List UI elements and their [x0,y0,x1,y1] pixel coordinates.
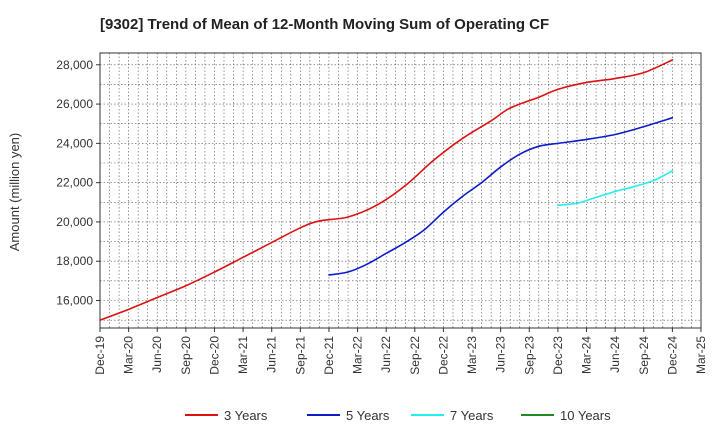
x-tick-label: Mar-23 [465,336,479,374]
x-tick-label: Mar-21 [236,336,250,374]
grid-lines [100,53,701,328]
chart-title: [9302] Trend of Mean of 12-Month Moving … [100,16,549,33]
legend-label: 7 Years [450,408,494,423]
legend: 3 Years 5 Years 7 Years 10 Years [185,408,611,423]
x-tick-label: Sep-24 [637,336,651,375]
legend-label: 10 Years [560,408,611,423]
x-tick-label: Dec-19 [93,336,107,375]
y-tick-label: 20,000 [56,215,93,229]
x-tick-label: Mar-20 [122,336,136,374]
x-axis: Dec-19 Mar-20 Jun-20 Sep-20 Dec-20 Mar-21 Jun-… [93,328,708,375]
x-tick-label: Sep-20 [179,336,193,375]
x-tick-label: Dec-22 [436,336,450,375]
legend-label: 3 Years [224,408,268,423]
x-tick-label: Jun-23 [494,336,508,373]
x-tick-label: Sep-22 [408,336,422,375]
y-tick-label: 18,000 [56,254,93,268]
y-tick-label: 26,000 [56,97,93,111]
legend-label: 5 Years [346,408,390,423]
series-lines [99,59,674,321]
x-tick-label: Dec-23 [551,336,565,375]
x-tick-label: Sep-23 [522,336,536,375]
x-tick-label: Sep-21 [293,336,307,375]
x-tick-label: Jun-20 [150,336,164,373]
y-axis: 16,000 18,000 20,000 22,000 24,000 26,000 28,0… [56,58,100,308]
x-tick-label: Jun-24 [608,336,622,373]
x-tick-label: Jun-22 [379,336,393,373]
y-tick-label: 22,000 [56,176,93,190]
x-tick-label: Jun-21 [265,336,279,373]
x-tick-label: Dec-24 [665,336,679,375]
y-tick-label: 28,000 [56,58,93,72]
x-tick-label: Dec-20 [207,336,221,375]
y-axis-label: Amount (million yen) [7,133,22,252]
series-line-5-years [328,117,674,276]
series-line-3-years [99,59,674,321]
y-tick-label: 24,000 [56,136,93,150]
x-tick-label: Mar-25 [694,336,708,374]
x-tick-label: Mar-22 [351,336,365,374]
x-tick-label: Mar-24 [580,336,594,374]
plot-frame [99,52,702,329]
x-tick-label: Dec-21 [322,336,336,375]
series-line-7-years [557,170,674,207]
y-tick-label: 16,000 [56,294,93,308]
